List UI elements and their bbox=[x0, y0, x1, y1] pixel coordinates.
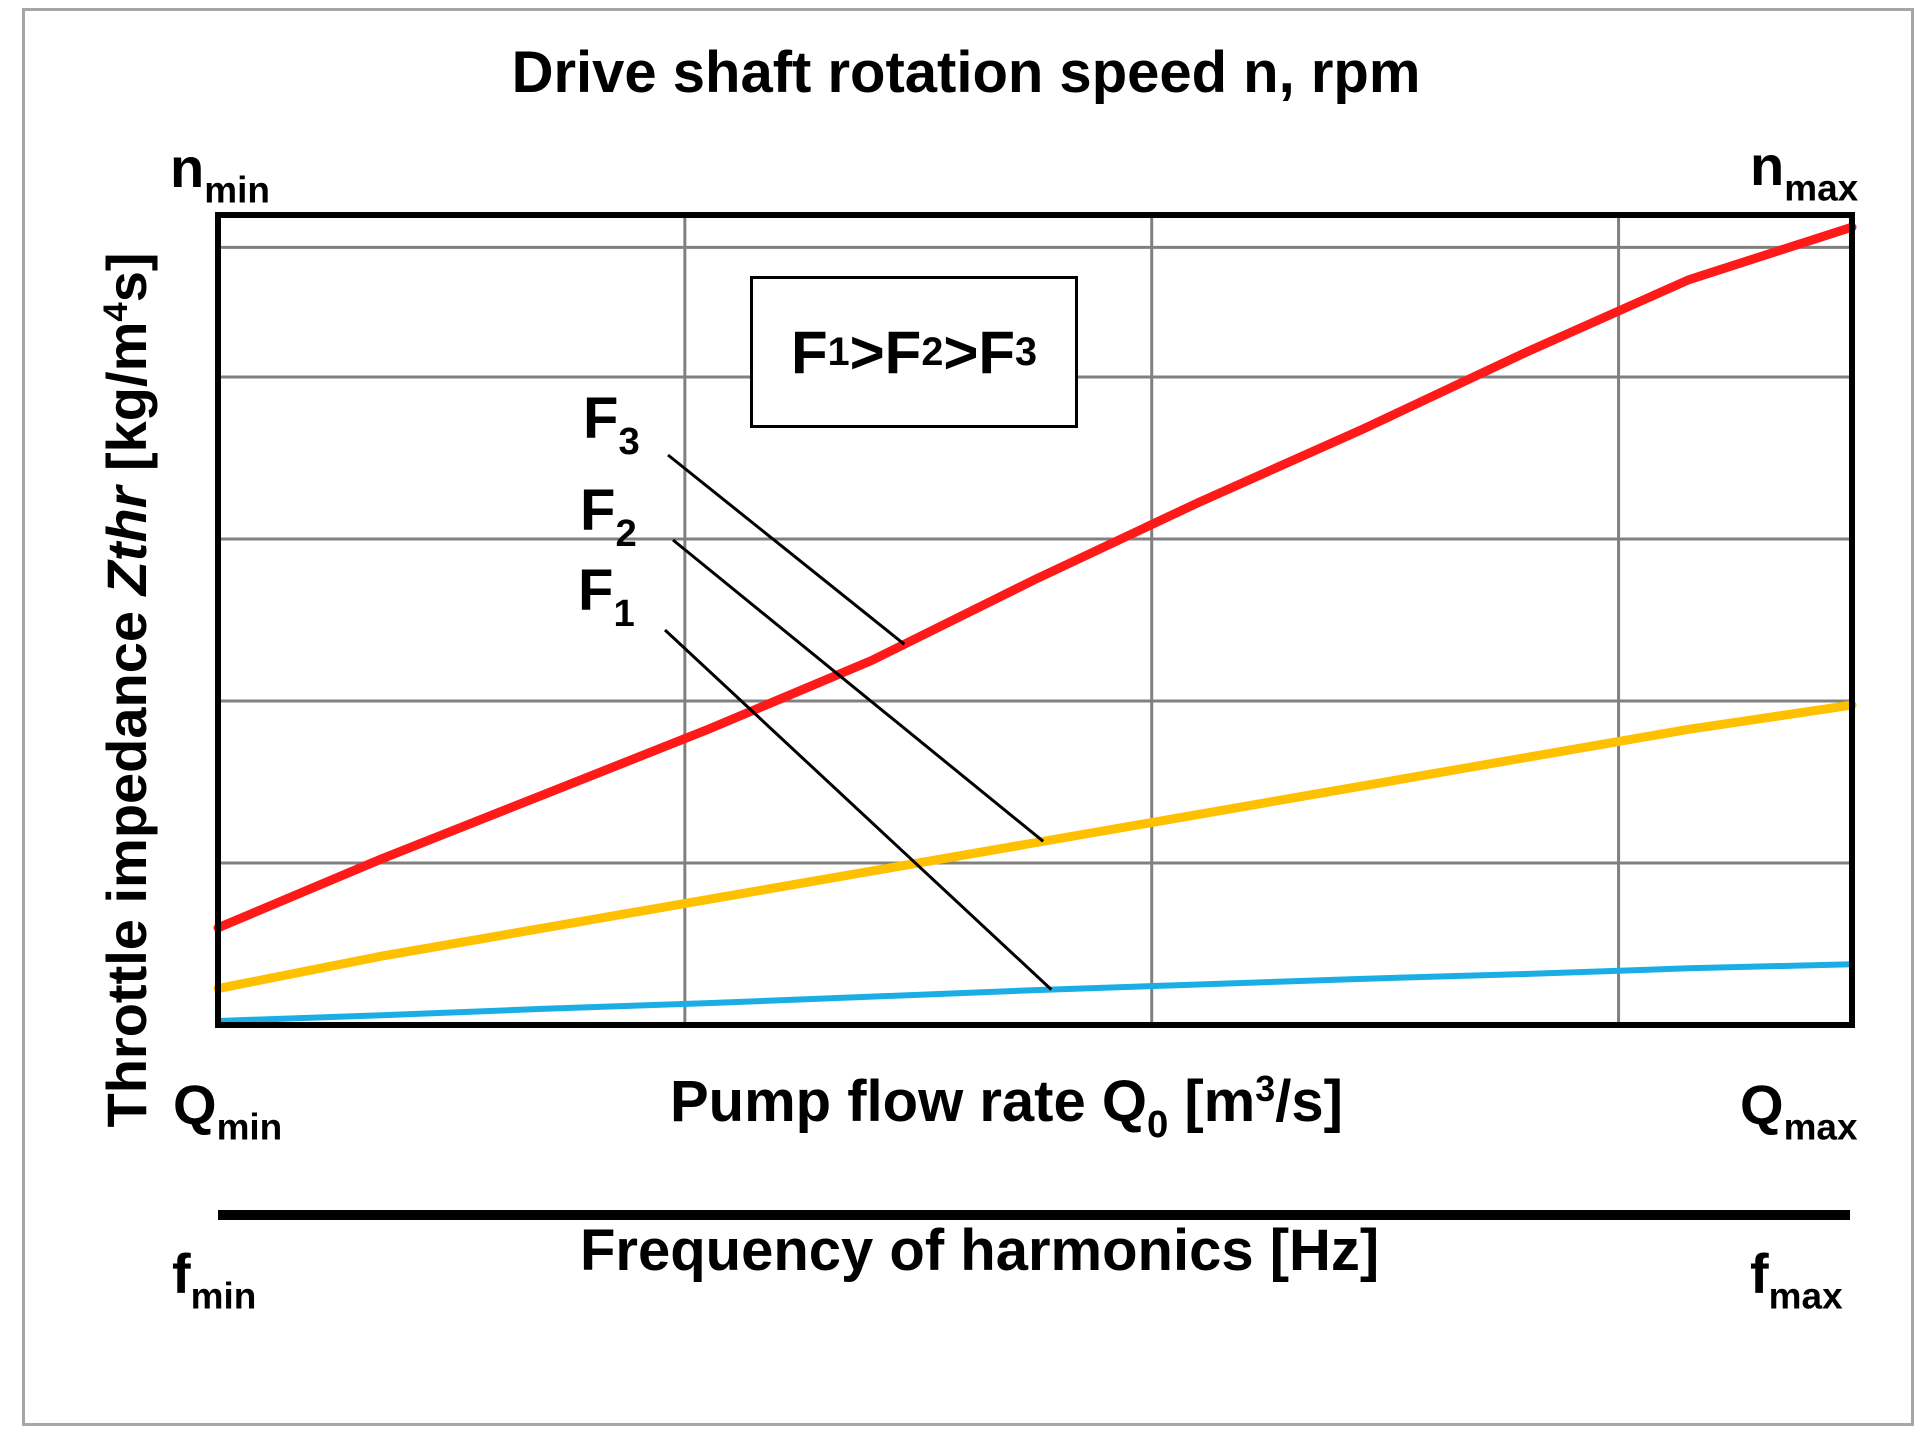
chart-title: Drive shaft rotation speed n, rpm bbox=[511, 40, 1421, 105]
plot-area-border bbox=[215, 212, 1855, 1028]
leader-line-f3 bbox=[667, 453, 906, 646]
series-lines bbox=[213, 222, 1857, 1024]
frequency-axis-label: Frequency of harmonics [Hz] bbox=[580, 1218, 1380, 1283]
frequency-min-label: fmin bbox=[172, 1242, 257, 1317]
x-axis-min-label: Qmin bbox=[173, 1073, 283, 1148]
figure-frame bbox=[22, 8, 1914, 1426]
y-axis-label: Throttle impedance Zthr [kg/m4s] bbox=[95, 252, 159, 1128]
x-axis-label: Pump flow rate Q0 [m3/s] bbox=[670, 1068, 1343, 1146]
series-line-f3 bbox=[213, 222, 1857, 933]
horizontal-gridlines bbox=[218, 245, 1852, 865]
top-axis-max-label: nmax bbox=[1750, 134, 1859, 209]
frequency-max-label: fmax bbox=[1750, 1242, 1843, 1317]
x-axis-max-label: Qmax bbox=[1740, 1073, 1858, 1148]
series-label-f1: F1 bbox=[578, 558, 635, 636]
force-order-legend: F 1 > F 2 > F 3 bbox=[750, 276, 1078, 428]
leader-line-f2 bbox=[672, 538, 1045, 843]
vertical-gridlines bbox=[683, 215, 1621, 1025]
series-label-f3: F3 bbox=[583, 386, 640, 464]
leader-lines bbox=[663, 453, 1053, 991]
top-axis-min-label: nmin bbox=[170, 136, 270, 211]
series-line-f1 bbox=[215, 961, 1855, 1024]
series-label-f2: F2 bbox=[580, 478, 637, 556]
series-line-f2 bbox=[213, 700, 1857, 994]
leader-line-f1 bbox=[663, 628, 1053, 991]
